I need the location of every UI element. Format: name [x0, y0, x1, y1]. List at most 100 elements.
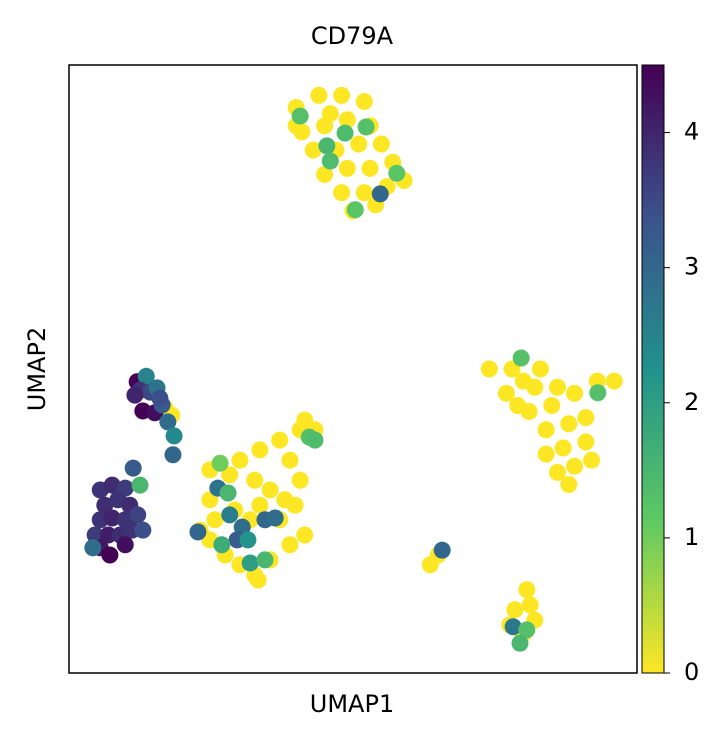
point — [251, 496, 269, 514]
point — [251, 441, 269, 459]
point — [566, 384, 584, 402]
plot-frame — [68, 64, 638, 674]
point — [137, 367, 155, 385]
point — [321, 105, 339, 123]
point — [103, 509, 121, 527]
point — [518, 581, 536, 599]
point — [361, 159, 379, 177]
point — [509, 396, 527, 414]
point — [246, 471, 264, 489]
point — [338, 111, 356, 129]
colorbar-tick-label: 3 — [684, 253, 699, 281]
point — [291, 107, 309, 125]
point — [189, 523, 207, 541]
point — [512, 349, 530, 367]
point — [233, 518, 251, 536]
point — [249, 571, 267, 589]
point — [164, 446, 182, 464]
point — [514, 372, 532, 390]
point — [231, 451, 249, 469]
point — [84, 539, 102, 557]
point — [531, 360, 549, 378]
y-axis-label: UMAP2 — [23, 327, 51, 411]
point — [134, 521, 152, 539]
colorbar-tick-label: 0 — [684, 658, 699, 686]
point — [560, 415, 578, 433]
point — [151, 389, 169, 407]
point — [554, 439, 572, 457]
point — [333, 184, 351, 202]
point — [271, 431, 289, 449]
point — [548, 378, 566, 396]
point — [213, 536, 231, 554]
point — [261, 481, 279, 499]
point — [318, 137, 336, 155]
point — [291, 471, 309, 489]
point — [241, 554, 259, 572]
point — [537, 445, 555, 463]
point — [221, 466, 239, 484]
point — [566, 457, 584, 475]
point — [321, 152, 339, 170]
point — [511, 634, 529, 652]
point — [304, 141, 322, 159]
point — [357, 118, 375, 136]
point — [583, 451, 601, 469]
point — [521, 596, 539, 614]
colorbar — [641, 64, 665, 674]
point — [281, 451, 299, 469]
point — [355, 92, 373, 110]
point — [504, 618, 522, 636]
point — [388, 164, 406, 182]
point — [518, 621, 536, 639]
point — [355, 184, 373, 202]
point — [338, 159, 356, 177]
point — [506, 601, 524, 619]
point — [577, 409, 595, 427]
colorbar-tick-label: 1 — [684, 523, 699, 551]
point — [372, 135, 390, 153]
point — [281, 536, 299, 554]
point — [296, 526, 314, 544]
point — [116, 536, 134, 554]
point — [99, 526, 117, 544]
point — [560, 476, 578, 494]
point — [346, 201, 364, 219]
point — [350, 135, 368, 153]
point — [96, 496, 114, 514]
point — [589, 384, 607, 402]
point — [543, 396, 561, 414]
point — [165, 427, 183, 445]
point — [310, 86, 328, 104]
point — [286, 496, 304, 514]
chart-title: CD79A — [311, 22, 394, 50]
point — [433, 541, 451, 559]
point — [101, 546, 119, 564]
point — [296, 411, 314, 429]
point — [86, 526, 104, 544]
point — [497, 384, 515, 402]
point — [266, 509, 284, 527]
colorbar-tick-label: 4 — [684, 118, 699, 146]
point — [306, 431, 324, 449]
point — [159, 413, 177, 431]
point — [256, 551, 274, 569]
point — [219, 484, 237, 502]
point — [239, 531, 257, 549]
point — [605, 372, 623, 390]
point — [548, 463, 566, 481]
point — [129, 506, 147, 524]
point — [371, 185, 389, 203]
point — [124, 459, 142, 477]
point — [221, 506, 239, 524]
point — [211, 454, 229, 472]
point — [316, 165, 334, 183]
point — [336, 124, 354, 142]
point — [577, 433, 595, 451]
point — [131, 476, 149, 494]
colorbar-tick-label: 2 — [684, 388, 699, 416]
point — [537, 421, 555, 439]
x-axis-label: UMAP1 — [310, 690, 394, 718]
point — [103, 476, 121, 494]
